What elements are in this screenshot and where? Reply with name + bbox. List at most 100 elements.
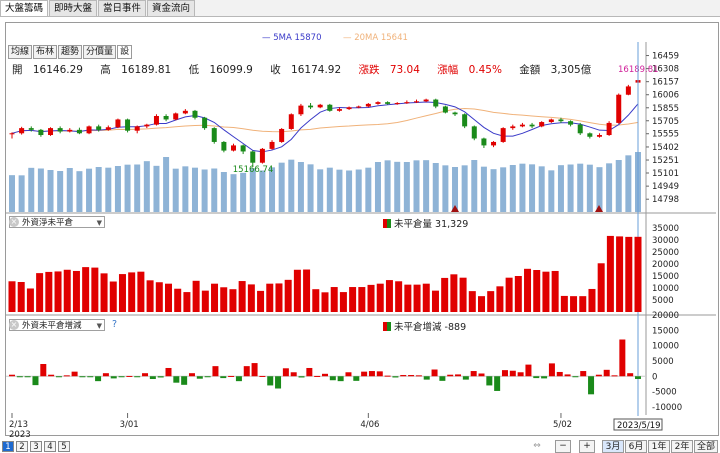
x-tick-label: 3/01	[120, 420, 139, 430]
change-bar	[486, 376, 493, 386]
top-tab-bar: 大盤籌碼 即時大盤 當日事件 資金流向	[0, 0, 720, 17]
oi-bar	[118, 274, 126, 312]
volume-bar	[548, 170, 555, 212]
oi-bar	[625, 236, 633, 312]
help-icon[interactable]: ?	[112, 319, 118, 330]
zoom-in-button[interactable]: +	[579, 440, 595, 453]
oi-bar	[82, 267, 90, 312]
indicator1-selector[interactable]: × 外資淨未平倉 ▼	[9, 216, 105, 228]
volume-bar	[365, 167, 372, 212]
event-marker-icon	[595, 205, 603, 212]
change-bar	[181, 376, 188, 385]
range-3m-button[interactable]: 3月	[602, 440, 624, 453]
close-icon[interactable]: ×	[9, 320, 19, 330]
indicator2-selector[interactable]: × 外資未平倉增減 ▼	[9, 319, 105, 331]
zoom-out-button[interactable]: −	[555, 440, 571, 453]
change-bar	[306, 367, 313, 377]
close-value: 16174.92	[291, 64, 342, 76]
oi-bar	[137, 271, 145, 312]
scroll-left-icon[interactable]: ⇔	[533, 441, 541, 451]
candle-body	[134, 126, 140, 131]
oi-bar	[146, 280, 154, 312]
tab-settings[interactable]: 設	[117, 45, 133, 59]
change-bar	[368, 371, 375, 377]
oi-bar	[551, 270, 559, 312]
change-bar	[220, 376, 227, 379]
price-tick-label: 14949	[652, 182, 679, 192]
chevron-down-icon: ▼	[96, 219, 102, 227]
volume-bar	[461, 165, 468, 212]
tab-moving-average[interactable]: 均線	[8, 45, 33, 59]
page-button-2[interactable]: 2	[16, 441, 28, 452]
change-bar	[509, 370, 516, 377]
tab-fund-flow[interactable]: 資金流向	[147, 0, 196, 16]
oi-bar	[597, 263, 605, 312]
candle-body	[163, 116, 169, 120]
range-6m-button[interactable]: 6月	[625, 440, 647, 453]
volume-bar	[567, 164, 574, 212]
change-bar	[79, 376, 86, 378]
change-bar	[494, 376, 501, 391]
range-1y-button[interactable]: 1年	[648, 440, 670, 453]
volume-bar	[355, 169, 362, 212]
change-bar	[361, 371, 368, 377]
candle-body	[317, 104, 323, 108]
page-button-1[interactable]: 1	[2, 441, 14, 452]
change-bar	[423, 376, 430, 380]
x-tick-label: 2/13	[9, 420, 28, 430]
oi-bar	[174, 288, 182, 312]
change-bar	[501, 370, 508, 377]
range-all-button[interactable]: 全部	[694, 440, 718, 453]
oi-bar	[293, 269, 301, 312]
candle-body	[28, 128, 34, 130]
change-bar	[16, 376, 23, 378]
change-bar	[126, 375, 133, 377]
change-tick-label: 10000	[652, 342, 679, 352]
volume-bar	[413, 160, 420, 212]
candle-body	[192, 110, 198, 118]
close-icon[interactable]: ×	[9, 217, 19, 227]
oi-bar	[339, 292, 347, 312]
candle-body	[558, 119, 564, 122]
page-button-3[interactable]: 3	[30, 441, 42, 452]
oi-bar	[8, 281, 16, 312]
candle-body	[86, 126, 92, 134]
price-tick-label: 16308	[652, 65, 679, 75]
candle-body	[231, 145, 237, 151]
volume-bar	[86, 168, 93, 212]
oi-bar	[303, 269, 311, 312]
oi-bar	[321, 292, 329, 312]
change-bar	[290, 372, 297, 377]
tab-bollinger[interactable]: 布林	[33, 45, 58, 59]
change-bar	[275, 376, 282, 389]
change-bar	[24, 376, 31, 378]
candle-body	[346, 107, 352, 110]
volume-bar	[230, 174, 237, 212]
tab-volume-profile[interactable]: 分價量	[83, 45, 117, 59]
candle-body	[173, 113, 179, 120]
range-2y-button[interactable]: 2年	[671, 440, 693, 453]
candle-body	[269, 141, 275, 149]
candle-body	[433, 99, 439, 107]
oi-bar	[570, 296, 578, 312]
volume-bar	[596, 167, 603, 212]
page-button-4[interactable]: 4	[44, 441, 56, 452]
page-button-5[interactable]: 5	[58, 441, 70, 452]
candle-body	[115, 119, 121, 128]
volume-bar	[240, 172, 247, 212]
candle-body	[105, 127, 111, 130]
candle-body	[365, 103, 371, 107]
change-bar	[48, 374, 55, 377]
tab-daily-events[interactable]: 當日事件	[98, 0, 147, 16]
oi-tick-label: 35000	[652, 224, 679, 234]
tab-trend[interactable]: 趨勢	[58, 45, 83, 59]
change-bar	[541, 376, 548, 379]
tab-realtime-market[interactable]: 即時大盤	[49, 0, 98, 16]
tab-market-chips[interactable]: 大盤籌碼	[0, 0, 49, 16]
candle-body	[336, 109, 342, 111]
volume-bar	[346, 170, 353, 212]
volume-bar	[606, 163, 613, 212]
candle-body	[413, 101, 419, 103]
change-bar	[55, 376, 62, 378]
volume-bar	[519, 163, 526, 212]
